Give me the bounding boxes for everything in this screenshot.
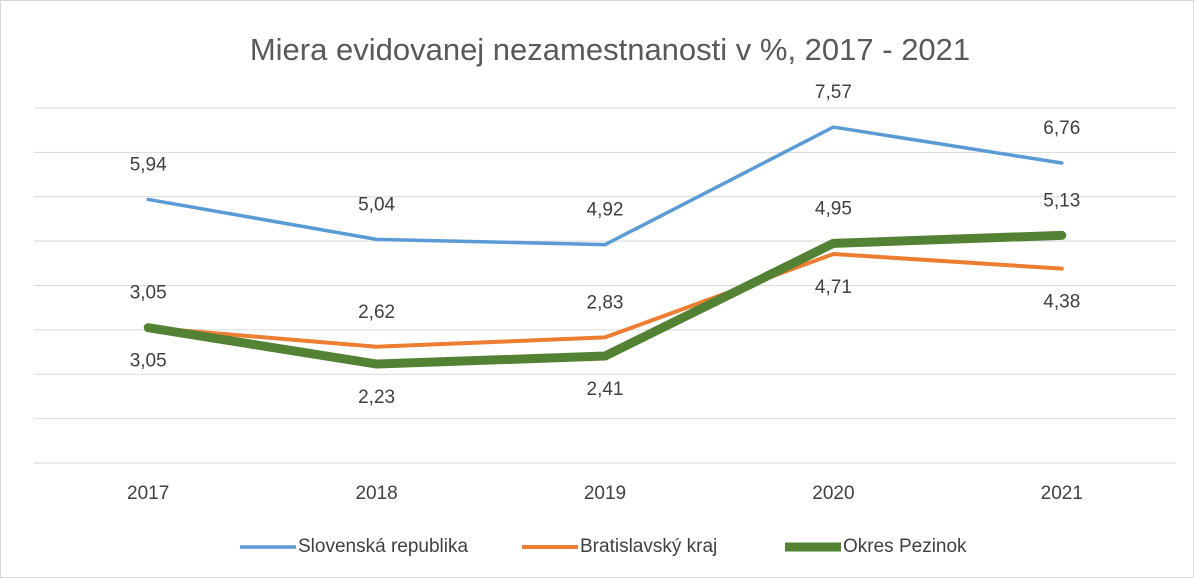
x-tick-label: 2020 [812,483,854,504]
data-label: 4,95 [815,198,852,219]
data-label: 5,04 [358,194,395,215]
legend-label: Okres Pezinok [843,536,967,557]
data-label: 5,13 [1043,190,1080,211]
data-label: 6,76 [1043,118,1080,139]
data-label: 5,94 [130,154,167,175]
x-tick-label: 2019 [584,483,626,504]
line-series [146,125,1064,247]
data-label: 4,38 [1043,292,1080,313]
data-label: 2,41 [587,379,624,400]
data-label: 2,83 [587,292,624,313]
x-tick-label: 2021 [1041,483,1083,504]
data-label: 7,57 [815,82,852,103]
chart-title: Miera evidovanej nezamestnanosti v %, 20… [250,32,970,67]
line-series [143,230,1067,369]
x-tick-label: 2018 [355,483,397,504]
data-label: 4,71 [815,277,852,298]
x-tick-label: 2017 [127,483,169,504]
data-label: 2,23 [358,387,395,408]
data-label: 2,62 [358,302,395,323]
data-label: 3,05 [130,351,167,372]
data-label: 3,05 [130,283,167,304]
legend-label: Bratislavský kraj [580,536,717,557]
line-series [146,251,1064,349]
data-label: 4,92 [587,200,624,221]
legend-label: Slovenská republika [298,536,468,557]
